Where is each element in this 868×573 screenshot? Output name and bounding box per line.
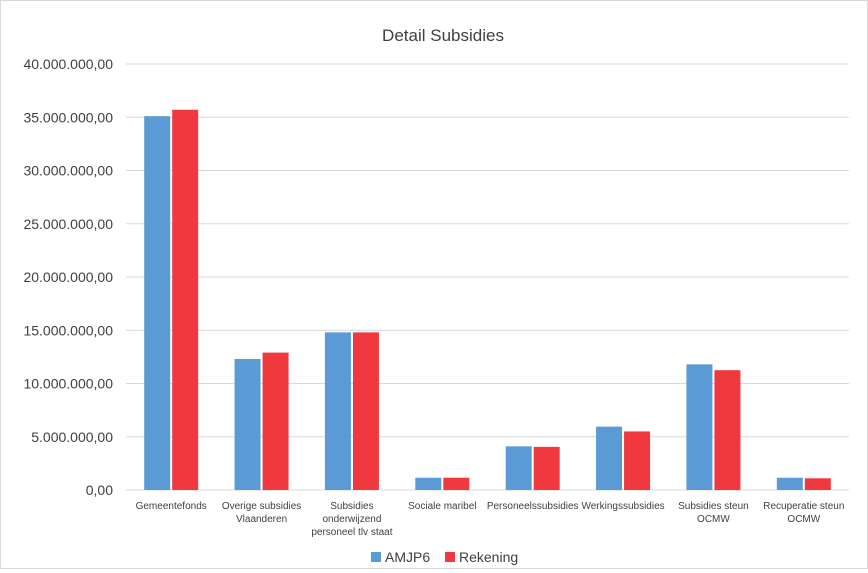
x-tick-label-line: OCMW <box>697 514 730 525</box>
y-tick-label: 0,00 <box>86 482 113 498</box>
bars <box>144 109 831 491</box>
y-tick-label: 35.000.000,00 <box>23 109 113 125</box>
gridlines <box>126 63 849 491</box>
x-tick-label-line: Subsidies <box>330 501 373 512</box>
x-tick-label-line: OCMW <box>787 514 820 525</box>
chart-title: Detail Subsidies <box>382 26 504 45</box>
bar-rekening[interactable] <box>352 332 379 490</box>
legend-label-amjp6: AMJP6 <box>385 549 430 565</box>
bar-amjp6[interactable] <box>144 116 171 490</box>
x-tick-label-line: Overige subsidies <box>222 501 301 512</box>
legend: AMJP6 Rekening <box>371 549 518 565</box>
x-tick-label-line: Subsidies steun <box>678 501 749 512</box>
y-tick-label: 20.000.000,00 <box>23 269 113 285</box>
x-tick-label-line: Werkingssubsidies <box>581 501 664 512</box>
bar-amjp6[interactable] <box>324 332 351 490</box>
bar-rekening[interactable] <box>443 477 470 490</box>
y-axis: 0,00 5.000.000,00 10.000.000,00 15.000.000,… <box>23 56 113 498</box>
x-tick-label-line: Sociale maribel <box>408 501 476 512</box>
bar-amjp6[interactable] <box>776 477 803 490</box>
x-tick-label-line: Recuperatie steun <box>763 501 844 512</box>
bar-amjp6[interactable] <box>234 359 261 490</box>
y-tick-label: 15.000.000,00 <box>23 322 113 338</box>
x-tick-label: Werkingssubsidies <box>581 501 664 512</box>
x-axis: Gemeentefonds Overige subsidies Vlaanderen… <box>136 501 845 538</box>
y-tick-label: 30.000.000,00 <box>23 163 113 179</box>
y-tick-label: 40.000.000,00 <box>23 56 113 72</box>
bar-amjp6[interactable] <box>505 446 532 490</box>
x-tick-label: Overige subsidies Vlaanderen <box>222 501 301 525</box>
y-tick-label: 5.000.000,00 <box>31 429 113 445</box>
x-tick-label: Recuperatie steun OCMW <box>763 501 844 525</box>
bar-rekening[interactable] <box>262 352 289 490</box>
x-tick-label-line: Vlaanderen <box>236 514 287 525</box>
bar-rekening[interactable] <box>804 478 831 490</box>
legend-swatch-amjp6 <box>371 552 381 562</box>
x-tick-label-line: Gemeentefonds <box>136 501 207 512</box>
x-tick-label: Personeelssubsidies <box>487 501 579 512</box>
x-tick-label: Subsidies steun OCMW <box>678 501 749 525</box>
bar-rekening[interactable] <box>533 446 560 490</box>
y-tick-label: 25.000.000,00 <box>23 216 113 232</box>
x-tick-label-line: onderwijzend <box>322 514 381 525</box>
x-tick-label: Subsidies onderwijzend personeel tlv staat <box>311 501 392 538</box>
x-tick-label-line: Personeelssubsidies <box>487 501 579 512</box>
x-tick-label: Gemeentefonds <box>136 501 207 512</box>
x-tick-label-line: personeel tlv staat <box>311 527 392 538</box>
x-tick-label: Sociale maribel <box>408 501 476 512</box>
y-tick-label: 10.000.000,00 <box>23 376 113 392</box>
bar-amjp6[interactable] <box>596 426 623 490</box>
legend-label-rekening: Rekening <box>459 549 518 565</box>
legend-swatch-rekening <box>445 552 455 562</box>
bar-amjp6[interactable] <box>415 477 442 490</box>
bar-rekening[interactable] <box>624 431 651 490</box>
bar-amjp6[interactable] <box>686 364 713 490</box>
bar-rekening[interactable] <box>714 370 741 490</box>
bar-rekening[interactable] <box>172 109 199 491</box>
